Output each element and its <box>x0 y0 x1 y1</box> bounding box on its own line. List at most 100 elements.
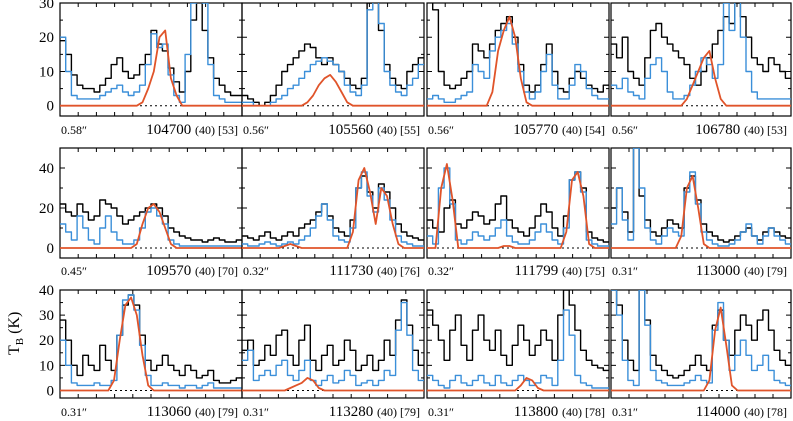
beam-size-label: 0.31″ <box>428 405 454 419</box>
panel-grid: 0 10 20 30 0.58″ 104700 (40) [53] 0.56″ 105560 … <box>39 0 792 420</box>
frequency-paren: (40) <box>195 264 218 278</box>
frequency-value: 111730 <box>329 263 377 279</box>
panel-113280: 0.31″ 113280 (40) [79] <box>241 289 425 420</box>
frequency-value: 113800 <box>514 404 562 420</box>
spectrum-blue-line <box>611 148 791 247</box>
y-tick-label: 40 <box>39 161 54 177</box>
beam-size-label: 0.31″ <box>61 405 87 419</box>
panel-104700: 0 10 20 30 0.58″ 104700 (40) [53] <box>39 0 243 138</box>
panel-frame <box>610 289 792 399</box>
panel-105560: 0.56″ 105560 (40) [55] <box>241 2 425 138</box>
frequency-value: 109570 <box>146 263 195 279</box>
frequency-label: 106780 (40) [53] <box>695 122 787 138</box>
frequency-label: 105770 (40) [54] <box>513 122 605 138</box>
frequency-bracket: [78] <box>767 405 787 419</box>
frequency-bracket: [55] <box>400 123 420 137</box>
frequency-paren: (40) <box>377 405 400 419</box>
panel-111799: 0.32″ 111799 (40) [75] <box>426 147 610 279</box>
frequency-paren: (40) <box>195 405 218 419</box>
frequency-bracket: [79] <box>400 405 420 419</box>
frequency-value: 104700 <box>146 122 195 138</box>
y-tick-label: 20 <box>39 30 54 46</box>
panel-113000: 0.31″ 113000 (40) [79] <box>610 147 792 279</box>
spectrum-red-line <box>60 296 242 392</box>
beam-size-label: 0.45″ <box>61 264 87 278</box>
beam-size-label: 0.31″ <box>612 264 638 278</box>
panel-frame <box>59 147 243 259</box>
frequency-paren: (40) <box>562 405 585 419</box>
frequency-paren: (40) <box>377 264 400 278</box>
frequency-bracket: [79] <box>218 405 238 419</box>
frequency-value: 105560 <box>328 122 377 138</box>
spectrum-red-line <box>427 15 609 107</box>
spectrum-black-line <box>427 290 609 372</box>
frequency-label: 113280 (40) [79] <box>329 404 420 420</box>
beam-size-label: 0.31″ <box>243 405 269 419</box>
spectrum-black-line <box>611 3 791 86</box>
spectrum-black-line <box>242 3 424 107</box>
beam-size-label: 0.56″ <box>428 123 454 137</box>
frequency-label: 113060 (40) [79] <box>147 404 238 420</box>
y-tick-label: 0 <box>47 241 55 257</box>
frequency-value: 105770 <box>513 122 562 138</box>
spectrum-red-line <box>242 74 424 107</box>
spectrum-red-line <box>611 306 791 392</box>
spectrum-red-line <box>242 167 424 249</box>
spectrum-blue-line <box>60 3 242 103</box>
panel-111730: 0.32″ 111730 (40) [76] <box>241 147 425 279</box>
frequency-value: 113060 <box>147 404 195 420</box>
y-tick-label: 30 <box>39 308 54 324</box>
frequency-paren: (40) <box>562 264 585 278</box>
frequency-paren: (40) <box>562 123 585 137</box>
frequency-label: 104700 (40) [53] <box>146 122 238 138</box>
frequency-value: 114000 <box>696 404 744 420</box>
spectrum-blue-line <box>427 167 609 247</box>
frequency-label: 113800 (40) [78] <box>514 404 605 420</box>
spectrum-red-line <box>611 50 791 107</box>
y-axis-label-unit: (K) <box>6 312 23 334</box>
spectrum-blue-line <box>427 22 609 103</box>
spectrum-red-line <box>427 377 609 392</box>
frequency-value: 111799 <box>514 263 562 279</box>
spectrum-red-line <box>611 175 791 249</box>
frequency-label: 109570 (40) [70] <box>146 263 238 279</box>
frequency-value: 113280 <box>329 404 377 420</box>
spectrum-blue-line <box>60 294 242 389</box>
spectrum-red-line <box>60 203 242 249</box>
beam-size-label: 0.58″ <box>61 123 87 137</box>
beam-size-label: 0.56″ <box>243 123 269 137</box>
panel-109570: 0 20 40 0.45″ 109570 (40) [70] <box>39 147 243 279</box>
frequency-paren: (40) <box>377 123 400 137</box>
y-tick-label: 20 <box>39 333 54 349</box>
panel-106780: 0.56″ 106780 (40) [53] <box>610 2 792 138</box>
y-tick-label: 10 <box>39 358 54 374</box>
frequency-paren: (40) <box>744 264 767 278</box>
frequency-bracket: [70] <box>218 264 238 278</box>
y-tick-label: 40 <box>39 283 54 299</box>
frequency-value: 106780 <box>695 122 744 138</box>
y-axis-label-main: T <box>6 345 23 355</box>
frequency-label: 113000 (40) [79] <box>696 263 787 279</box>
frequency-label: 114000 (40) [78] <box>696 404 787 420</box>
y-axis-label-sub: B <box>14 338 26 345</box>
frequency-bracket: [79] <box>767 264 787 278</box>
spectrum-blue-line <box>427 309 609 389</box>
beam-size-label: 0.56″ <box>612 123 638 137</box>
frequency-label: 105560 (40) [55] <box>328 122 420 138</box>
frequency-value: 113000 <box>696 263 744 279</box>
panel-105770: 0.56″ 105770 (40) [54] <box>426 2 610 138</box>
panel-113800: 0.31″ 113800 (40) [78] <box>426 289 610 420</box>
spectrum-blue-line <box>611 290 791 387</box>
spectrum-red-line <box>427 163 609 249</box>
y-tick-label: 20 <box>39 201 54 217</box>
y-tick-label: 30 <box>39 0 54 12</box>
frequency-bracket: [53] <box>218 123 238 137</box>
beam-size-label: 0.31″ <box>612 405 638 419</box>
panel-114000: 0.31″ 114000 (40) [78] <box>610 289 792 420</box>
y-tick-label: 10 <box>39 64 54 80</box>
spectrum-red-line <box>242 377 424 392</box>
beam-size-label: 0.32″ <box>243 264 269 278</box>
frequency-paren: (40) <box>195 123 218 137</box>
spectrum-blue-line <box>60 207 242 247</box>
